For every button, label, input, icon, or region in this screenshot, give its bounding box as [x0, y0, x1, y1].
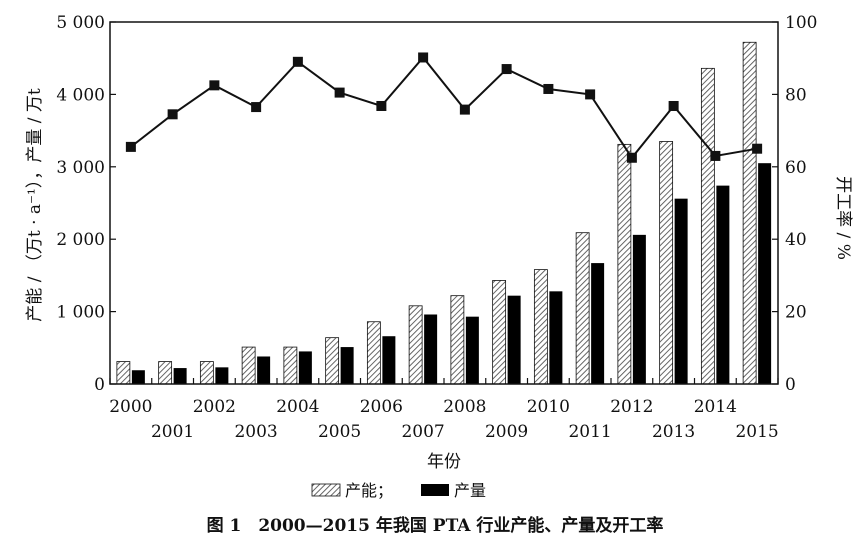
y-tick-label: 3 000 — [56, 158, 105, 178]
bar-capacity-2010 — [533, 269, 548, 385]
y-axis-title: 产能 / （万t · a⁻¹），产量 / 万t — [25, 88, 45, 322]
bar-capacity-2015 — [742, 41, 757, 385]
y-tick-label: 2 000 — [56, 230, 105, 250]
marker-utilization-2011 — [585, 89, 596, 100]
y-tick-label: 4 000 — [56, 85, 105, 105]
marker-utilization-2014 — [710, 150, 721, 161]
x-tick-label: 2007 — [401, 422, 444, 442]
legend-label-capacity: 产能； — [345, 481, 393, 500]
marker-utilization-2012 — [626, 152, 637, 163]
x-tick-label: 2012 — [610, 397, 653, 417]
x-tick-label: 2013 — [652, 422, 695, 442]
bar-output-2004 — [298, 351, 312, 384]
bar-capacity-2012 — [617, 143, 632, 385]
x-tick-label: 2009 — [485, 422, 528, 442]
bar-output-2006 — [382, 336, 396, 384]
bar-capacity-2008 — [450, 295, 465, 385]
ticks-layer: 0 1 000 2 000 3 000 4 000 5 000 0 20 40 60 80 100 20… — [56, 13, 817, 442]
bar-capacity-2004 — [283, 346, 298, 385]
bar-output-2007 — [424, 314, 438, 384]
bar-capacity-2000 — [116, 361, 131, 385]
bar-output-2008 — [465, 316, 479, 384]
bar-output-2001 — [173, 368, 187, 384]
legend-swatch-capacity — [311, 483, 341, 497]
bar-capacity-2001 — [158, 361, 173, 385]
marker-utilization-2005 — [334, 87, 345, 98]
x-tick-label: 2000 — [109, 397, 152, 417]
marker-utilization-2006 — [376, 100, 387, 111]
bar-output-2011 — [591, 263, 605, 384]
marker-utilization-2001 — [167, 109, 178, 120]
marker-utilization-2007 — [418, 52, 429, 63]
bar-output-2015 — [758, 163, 772, 384]
bar-output-2012 — [632, 234, 646, 384]
y2-tick-label: 40 — [785, 230, 807, 250]
x-tick-label: 2001 — [151, 422, 194, 442]
bars-layer — [116, 41, 772, 385]
bar-capacity-2009 — [492, 280, 507, 385]
x-tick-label: 2003 — [234, 422, 277, 442]
bar-output-2005 — [340, 347, 354, 384]
y-tick-label: 1 000 — [56, 303, 105, 323]
bar-output-2010 — [549, 291, 563, 384]
figure-caption: 图 1 2000—2015 年我国 PTA 行业产能、产量及开工率 — [207, 515, 664, 536]
y2-tick-label: 0 — [785, 375, 796, 395]
bar-output-2014 — [716, 185, 730, 384]
marker-utilization-2015 — [752, 143, 763, 154]
y2-tick-label: 80 — [785, 85, 807, 105]
marker-utilization-2013 — [668, 100, 679, 111]
x-tick-label: 2010 — [527, 397, 570, 417]
y-tick-label: 5 000 — [56, 13, 105, 33]
bar-capacity-2014 — [700, 67, 715, 385]
bar-output-2003 — [257, 356, 271, 384]
bar-capacity-2011 — [575, 232, 590, 385]
bar-output-2013 — [674, 198, 688, 384]
legend-swatch-output — [421, 484, 449, 496]
bar-capacity-2007 — [408, 305, 423, 385]
x-tick-label: 2004 — [276, 397, 319, 417]
bar-capacity-2005 — [325, 337, 340, 385]
y2-tick-label: 100 — [785, 13, 817, 33]
x-tick-label: 2008 — [443, 397, 486, 417]
y2-tick-label: 60 — [785, 158, 807, 178]
marker-utilization-2009 — [501, 64, 512, 75]
marker-utilization-2003 — [251, 102, 262, 113]
capacity-utilization-line — [130, 55, 758, 160]
marker-utilization-2002 — [209, 80, 220, 91]
legend-label-output: 产量 — [454, 481, 486, 500]
marker-utilization-2000 — [125, 141, 136, 152]
bar-output-2002 — [215, 367, 229, 384]
x-tick-label: 2014 — [694, 397, 737, 417]
capacity-utilization-line-layer — [125, 52, 763, 163]
x-tick-label: 2011 — [568, 422, 611, 442]
x-tick-label: 2015 — [735, 422, 778, 442]
marker-utilization-2010 — [543, 83, 554, 94]
y2-tick-label: 20 — [785, 303, 807, 323]
marker-utilization-2008 — [459, 104, 470, 115]
marker-utilization-2004 — [292, 56, 303, 67]
bar-capacity-2003 — [241, 346, 256, 385]
bar-capacity-2013 — [659, 141, 674, 385]
bar-output-2000 — [131, 370, 145, 384]
legend: 产能； 产量 — [311, 481, 486, 500]
bar-output-2009 — [507, 295, 521, 384]
bar-capacity-2002 — [199, 361, 214, 385]
x-tick-label: 2005 — [318, 422, 361, 442]
x-axis-title: 年份 — [427, 452, 461, 472]
y-tick-label: 0 — [94, 375, 105, 395]
bar-capacity-2006 — [366, 321, 381, 385]
y2-axis-title: 开工率 / % — [833, 176, 853, 260]
x-tick-label: 2002 — [193, 397, 236, 417]
x-tick-label: 2006 — [360, 397, 403, 417]
